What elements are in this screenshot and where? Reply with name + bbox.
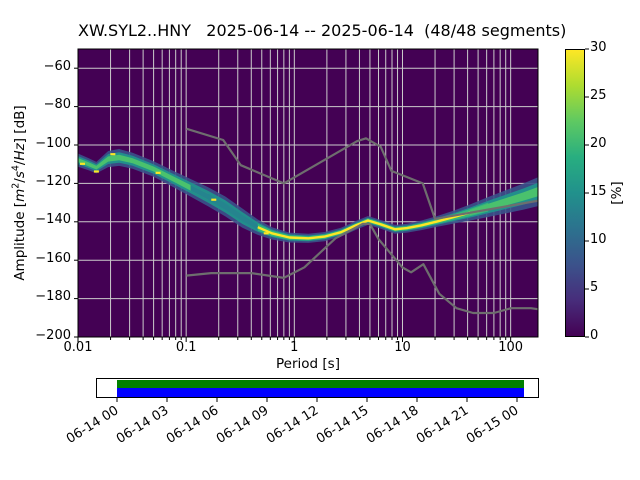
colorbar-tick-label: 0 [590,327,599,343]
colorbar [565,49,585,337]
colorbar-tick-label: 30 [590,39,607,55]
timeline-box [96,378,539,398]
noise-model-low-line [186,222,538,315]
colorbar-gradient [566,50,584,336]
psd-histogram-band [78,149,538,243]
x-tick-label: 0.01 [63,340,93,355]
y-axis-label-s-exp: 4 [10,165,22,172]
timeline-ticks [116,398,518,402]
y-axis-label-slash1: / [11,178,28,183]
colorbar-ticks [585,48,589,338]
y-tick-label: −180 [35,289,71,305]
y-axis-label: Amplitude [m2/s4/Hz] [dB] [10,105,28,281]
noise-model-high-line [185,127,538,220]
y-tick-label: −80 [43,97,71,113]
plot-title: XW.SYL2..HNY 2025-06-14 -- 2025-06-14 (4… [78,21,567,40]
x-tick-label: 1 [290,340,299,355]
y-axis-label-s: s [11,171,28,179]
y-tick-label: −100 [35,135,71,151]
y-axis-label-m-exp: 2 [10,182,22,189]
y-tick-label: −200 [35,327,71,343]
plot-border [77,48,539,338]
timeline-coverage-bar [117,380,524,388]
y-tick-label: −140 [35,212,71,228]
timeline-segments-bar [117,388,524,397]
colorbar-tick-label: 15 [590,183,607,199]
y-axis-label-text: Amplitude [ [11,201,28,281]
axis-ticks [74,67,512,342]
plot-background [78,49,538,337]
y-tick-label: −160 [35,250,71,266]
colorbar-tick-label: 25 [590,87,607,103]
y-axis-label-hz: Hz [11,143,28,161]
noise-model-lines [185,127,538,315]
y-tick-label: −60 [43,58,71,74]
x-axis-label: Period [s] [276,356,340,372]
colorbar-tick-label: 20 [590,135,607,151]
y-tick-label: −120 [35,173,71,189]
colorbar-tick-label: 5 [590,279,599,295]
y-axis-label-slash2: / [11,160,28,166]
x-tick-label: 100 [498,340,524,355]
colorbar-tick-label: 10 [590,231,607,247]
y-axis-label-m: m [11,188,28,202]
y-axis-label-tail: ] [dB] [11,105,28,144]
x-tick-label: 0.1 [175,340,197,355]
x-tick-label: 10 [394,340,411,355]
